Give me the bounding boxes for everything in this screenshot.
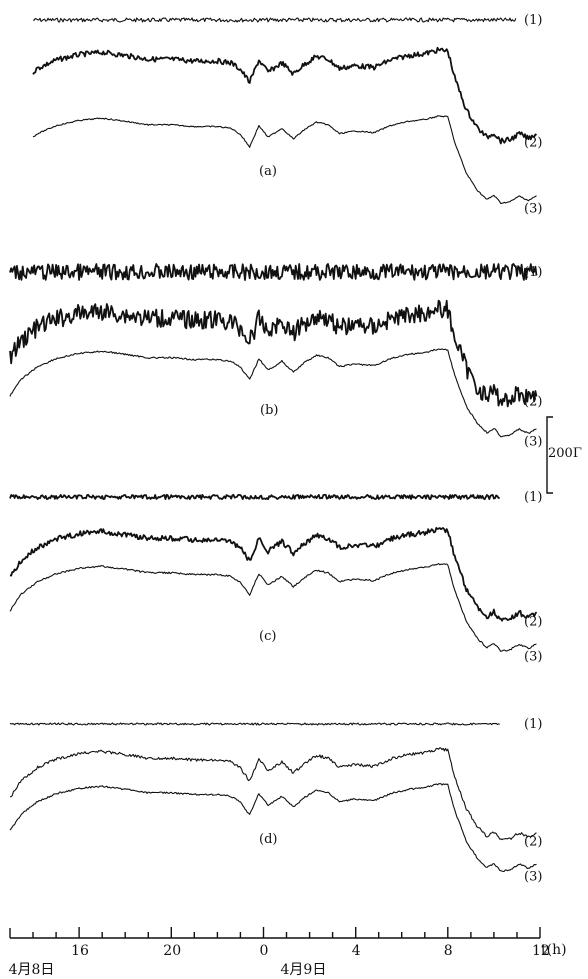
scale-bar-bracket <box>546 416 553 494</box>
date-label-0: 4月8日 <box>9 962 55 978</box>
panel-3-series-0-label: (1) <box>524 717 542 732</box>
panel-3-series-1-line <box>9 747 537 841</box>
panel-0-series-0-label: (1) <box>524 13 542 28</box>
panel-2-series-0-label: (1) <box>524 490 542 505</box>
panel-0-series-1-line <box>32 46 538 145</box>
panel-1-label: (b) <box>260 403 278 418</box>
time-axis-ticks: 16 20 0 4 8 12 <box>9 927 550 959</box>
panel-3-label: (d) <box>259 832 277 847</box>
tick-label-4: 4 <box>352 943 361 959</box>
panel-1-series-0-line <box>9 263 538 281</box>
panel-2-series-1-label: (2) <box>524 614 542 629</box>
panel-0-series-2-label: (3) <box>524 201 542 216</box>
panel-2: (1) (2) (3) (c) <box>9 490 542 664</box>
panel-1-series-0-label: (1) <box>524 265 542 280</box>
panel-1-series-1-label: (2) <box>524 394 542 409</box>
panel-2-series-2-line <box>9 563 537 652</box>
panel-0-series-0-line <box>32 17 517 23</box>
panels-layer: (1)(2)(3)(a)(1)(2)(3)(b)(1)(2)(3)(c)(1)(… <box>9 13 542 884</box>
panel-2-label: (c) <box>259 629 276 644</box>
panel-3-series-1-label: (2) <box>524 834 542 849</box>
tick-label-16: 16 <box>71 943 89 959</box>
tick-label-20: 20 <box>163 943 181 959</box>
panel-0-series-2-line <box>32 115 537 205</box>
tick-label-12: 12 <box>532 943 550 959</box>
panel-3-series-2-line <box>9 783 537 873</box>
date-label-1: 4月9日 <box>281 962 327 978</box>
panel-2-series-2-label: (3) <box>524 649 542 664</box>
panel-0: (1) (2) (3) (a) <box>32 13 542 216</box>
date-labels: 4月8日 4月9日 <box>9 962 327 978</box>
panel-3: (1) (2) (3) (d) <box>9 717 542 884</box>
panel-1: (1) (2) (3) (b) <box>9 263 542 449</box>
panel-0-series-1-label: (2) <box>524 135 542 150</box>
panel-0-label: (a) <box>259 164 277 179</box>
panel-2-series-1-line <box>9 527 538 622</box>
panel-1-series-2-line <box>9 348 537 438</box>
panel-3-series-2-label: (3) <box>524 869 542 884</box>
time-axis: 16 20 0 4 8 12 t(h) 4月8日 4月9日 <box>9 927 567 978</box>
time-axis-unit: t(h) <box>541 942 567 958</box>
scale-bar: 200Γ <box>546 416 582 494</box>
scale-bar-label: 200Γ <box>548 446 582 461</box>
panel-1-series-2-label: (3) <box>524 434 542 449</box>
panel-1-series-1-line <box>9 299 538 408</box>
tick-label-8: 8 <box>444 943 453 959</box>
panel-2-series-0-line <box>9 493 500 501</box>
tick-label-0: 0 <box>260 943 269 959</box>
panel-3-series-0-line <box>9 722 500 726</box>
